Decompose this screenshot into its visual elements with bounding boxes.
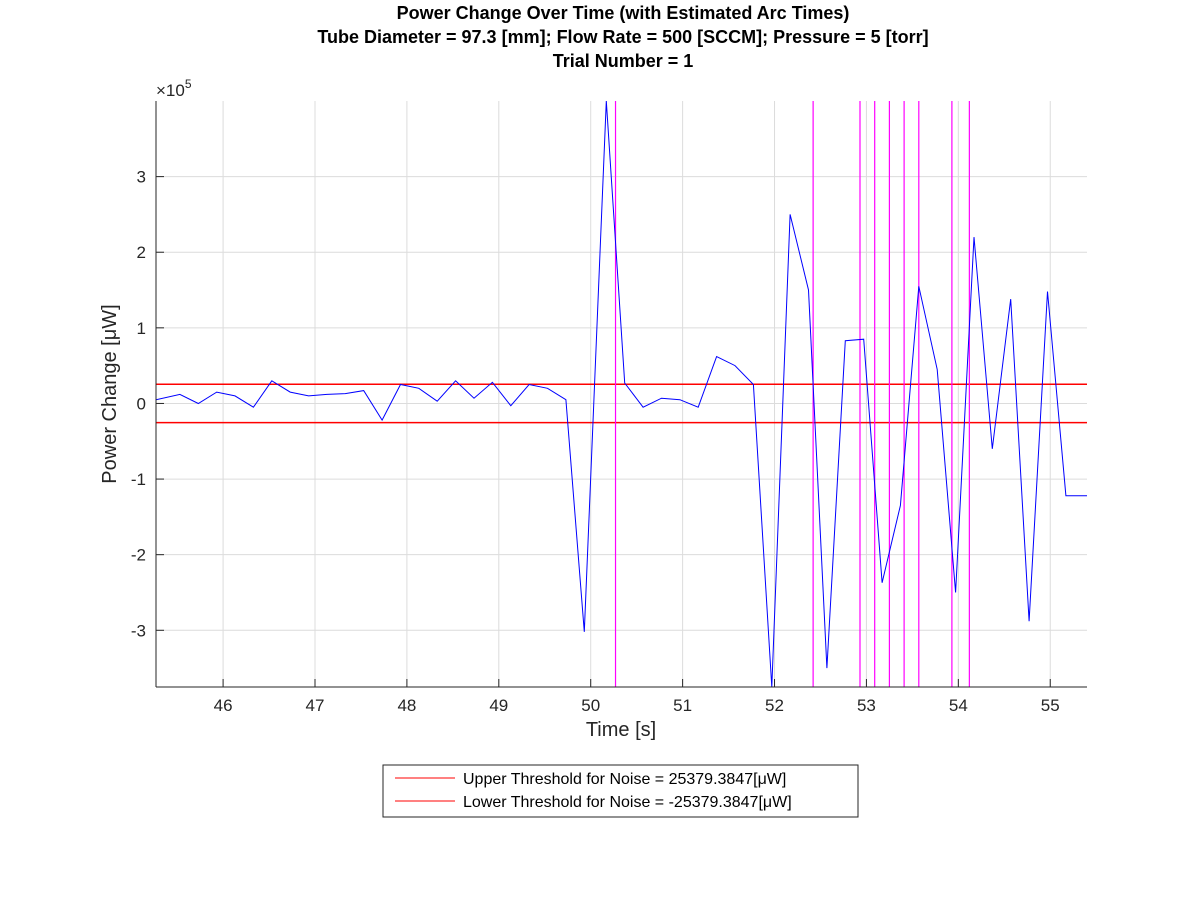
x-tick-label: 55 [1041, 696, 1060, 715]
series-group [156, 101, 1087, 687]
x-tick-label: 50 [581, 696, 600, 715]
y-tick-labels: -3 -2 -1 0 1 2 3 [131, 168, 146, 641]
y-exponent-label: ×105 [156, 77, 192, 100]
x-tick-label: 46 [214, 696, 233, 715]
y-tick-label: 1 [137, 319, 146, 338]
y-tick-label: -1 [131, 470, 146, 489]
y-tick-label: 2 [137, 243, 146, 262]
x-tick-label: 53 [857, 696, 876, 715]
chart-title: Power Change Over Time (with Estimated A… [317, 3, 928, 71]
y-tick-label: 3 [137, 168, 146, 187]
y-tick-label: -2 [131, 546, 146, 565]
y-axis-label: Power Change [μW] [99, 304, 121, 483]
y-exponent-base: ×10 [156, 81, 185, 100]
y-exponent-power: 5 [185, 77, 192, 91]
power-change-series-line [156, 101, 1087, 687]
x-axis-label: Time [s] [586, 719, 656, 741]
x-tick-label: 52 [765, 696, 784, 715]
x-tick-label: 49 [489, 696, 508, 715]
y-tick-label: -3 [131, 621, 146, 640]
title-line-2: Tube Diameter = 97.3 [mm]; Flow Rate = 5… [317, 27, 928, 47]
x-tick-label: 47 [306, 696, 325, 715]
x-tick-label: 48 [397, 696, 416, 715]
plot-area [156, 101, 1087, 687]
legend: Upper Threshold for Noise = 25379.3847[μ… [382, 764, 859, 818]
grid-lines [156, 101, 1087, 687]
x-tick-labels: 46 47 48 49 50 51 52 53 54 55 [214, 696, 1060, 715]
threshold-lines [156, 383, 1087, 424]
title-line-3: Trial Number = 1 [553, 51, 694, 71]
legend-upper-label: Upper Threshold for Noise = 25379.3847[μ… [463, 771, 786, 788]
y-tick-label: 0 [137, 394, 146, 413]
title-line-1: Power Change Over Time (with Estimated A… [397, 3, 850, 23]
x-tick-label: 54 [949, 696, 968, 715]
arc-time-lines [614, 101, 970, 687]
legend-lower-label: Lower Threshold for Noise = -25379.3847[… [463, 794, 792, 811]
legend-box [382, 764, 859, 818]
x-tick-label: 51 [673, 696, 692, 715]
